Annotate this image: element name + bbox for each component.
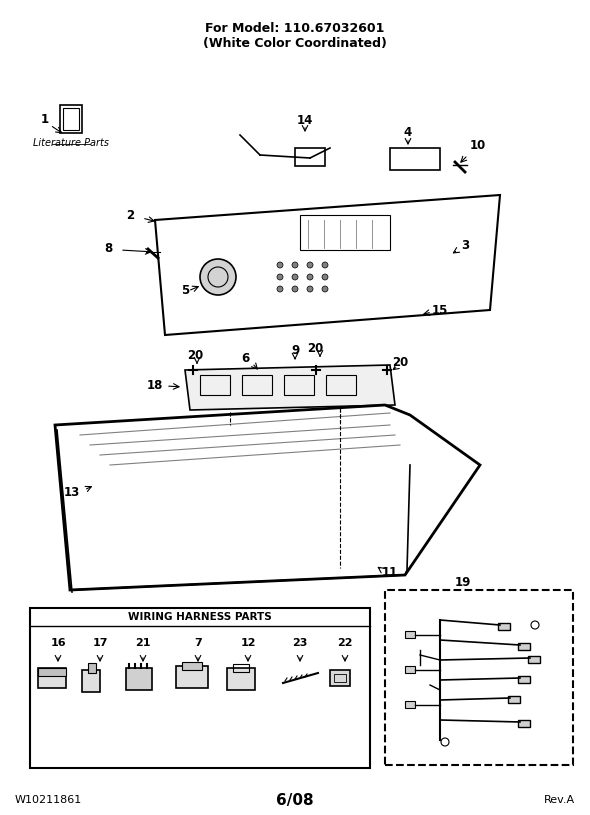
Bar (284, 375, 314, 395)
Polygon shape (185, 365, 395, 410)
Text: 18: 18 (147, 378, 163, 391)
Text: 16: 16 (50, 638, 66, 648)
Polygon shape (155, 195, 500, 335)
Bar (385, 590, 573, 765)
Bar (227, 668, 255, 690)
Text: 2: 2 (126, 209, 134, 222)
Circle shape (322, 262, 328, 268)
Circle shape (292, 274, 298, 280)
Polygon shape (55, 405, 480, 590)
Text: WIRING HARNESS PARTS: WIRING HARNESS PARTS (128, 612, 272, 622)
Circle shape (277, 262, 283, 268)
Bar (405, 701, 415, 708)
Text: W10211861: W10211861 (15, 795, 82, 805)
Text: 1: 1 (41, 112, 49, 126)
Bar (88, 663, 96, 673)
Circle shape (200, 259, 236, 295)
Bar (30, 608, 370, 768)
Text: Literature Parts: Literature Parts (33, 138, 109, 148)
Bar (182, 662, 202, 670)
Text: (White Color Coordinated): (White Color Coordinated) (203, 37, 387, 50)
Text: 5: 5 (181, 284, 189, 297)
Text: 11: 11 (382, 566, 398, 579)
Text: 17: 17 (92, 638, 108, 648)
Bar (38, 668, 66, 688)
Text: Rev.A: Rev.A (544, 795, 575, 805)
Circle shape (292, 262, 298, 268)
Circle shape (307, 262, 313, 268)
Circle shape (277, 286, 283, 292)
Bar (528, 656, 540, 663)
Circle shape (292, 286, 298, 292)
Text: 20: 20 (307, 341, 323, 355)
Text: 20: 20 (187, 349, 203, 362)
Text: 14: 14 (297, 113, 313, 126)
Bar (82, 670, 100, 692)
Circle shape (322, 286, 328, 292)
Text: 6: 6 (241, 351, 249, 364)
Circle shape (322, 274, 328, 280)
Bar (233, 664, 249, 672)
Bar (295, 148, 325, 166)
Text: 12: 12 (240, 638, 255, 648)
Text: 3: 3 (461, 239, 469, 252)
Circle shape (441, 738, 449, 746)
Text: 6/08: 6/08 (276, 792, 314, 808)
Text: 10: 10 (470, 139, 486, 152)
Text: 9: 9 (291, 343, 299, 356)
Text: 19: 19 (455, 575, 471, 588)
Text: 13: 13 (64, 486, 80, 499)
Circle shape (277, 274, 283, 280)
Text: 7: 7 (194, 638, 202, 648)
Bar (63, 108, 79, 130)
Text: 23: 23 (292, 638, 308, 648)
Text: 20: 20 (392, 355, 408, 368)
Bar (200, 375, 230, 395)
Bar (176, 666, 208, 688)
Text: 21: 21 (135, 638, 151, 648)
Text: 4: 4 (404, 126, 412, 139)
Bar (508, 696, 520, 703)
Bar (334, 674, 346, 682)
Bar (242, 375, 272, 395)
Bar (330, 670, 350, 686)
Text: 22: 22 (337, 638, 353, 648)
Circle shape (531, 621, 539, 629)
Bar (126, 668, 152, 690)
Bar (498, 623, 510, 630)
Bar (405, 666, 415, 673)
Bar (300, 215, 390, 250)
Text: 8: 8 (104, 241, 112, 254)
Bar (38, 668, 66, 676)
Bar (518, 676, 530, 683)
Text: 15: 15 (432, 303, 448, 316)
Bar (518, 643, 530, 650)
Bar (518, 720, 530, 727)
Text: For Model: 110.67032601: For Model: 110.67032601 (205, 21, 385, 34)
Bar (390, 148, 440, 170)
Bar (326, 375, 356, 395)
Bar (60, 105, 82, 133)
Bar (405, 631, 415, 638)
Circle shape (307, 286, 313, 292)
Circle shape (307, 274, 313, 280)
